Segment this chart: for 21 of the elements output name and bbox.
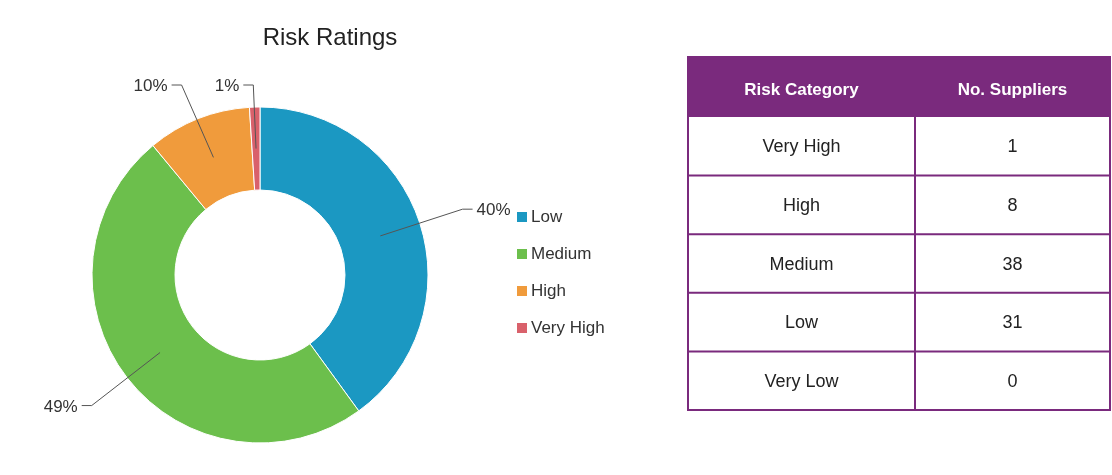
- data-label: 8: [1007, 194, 1018, 215]
- data-label: 40%: [476, 200, 511, 220]
- category-label: Medium: [769, 253, 834, 274]
- category-label: Very High: [762, 136, 841, 157]
- category-label: Very Low: [764, 370, 840, 391]
- category-label: Low: [784, 312, 820, 333]
- chart-title: Risk Ratings: [262, 23, 398, 50]
- data-label: 38: [1002, 253, 1023, 274]
- category-label: High: [782, 194, 821, 215]
- text: Risk Category: [744, 80, 860, 99]
- data-label: 1: [1007, 136, 1018, 157]
- data-label: 49%: [43, 396, 78, 416]
- legend-label: Medium: [531, 244, 592, 263]
- text: No. Suppliers: [957, 80, 1068, 99]
- data-label: 0: [1007, 370, 1018, 391]
- data-label: 10%: [133, 76, 168, 95]
- legend-label: Low: [531, 207, 563, 226]
- data-label: 31: [1002, 312, 1023, 333]
- data-label: 1%: [214, 76, 240, 95]
- legend-label: Very High: [531, 318, 605, 337]
- legend-label: High: [531, 281, 566, 300]
